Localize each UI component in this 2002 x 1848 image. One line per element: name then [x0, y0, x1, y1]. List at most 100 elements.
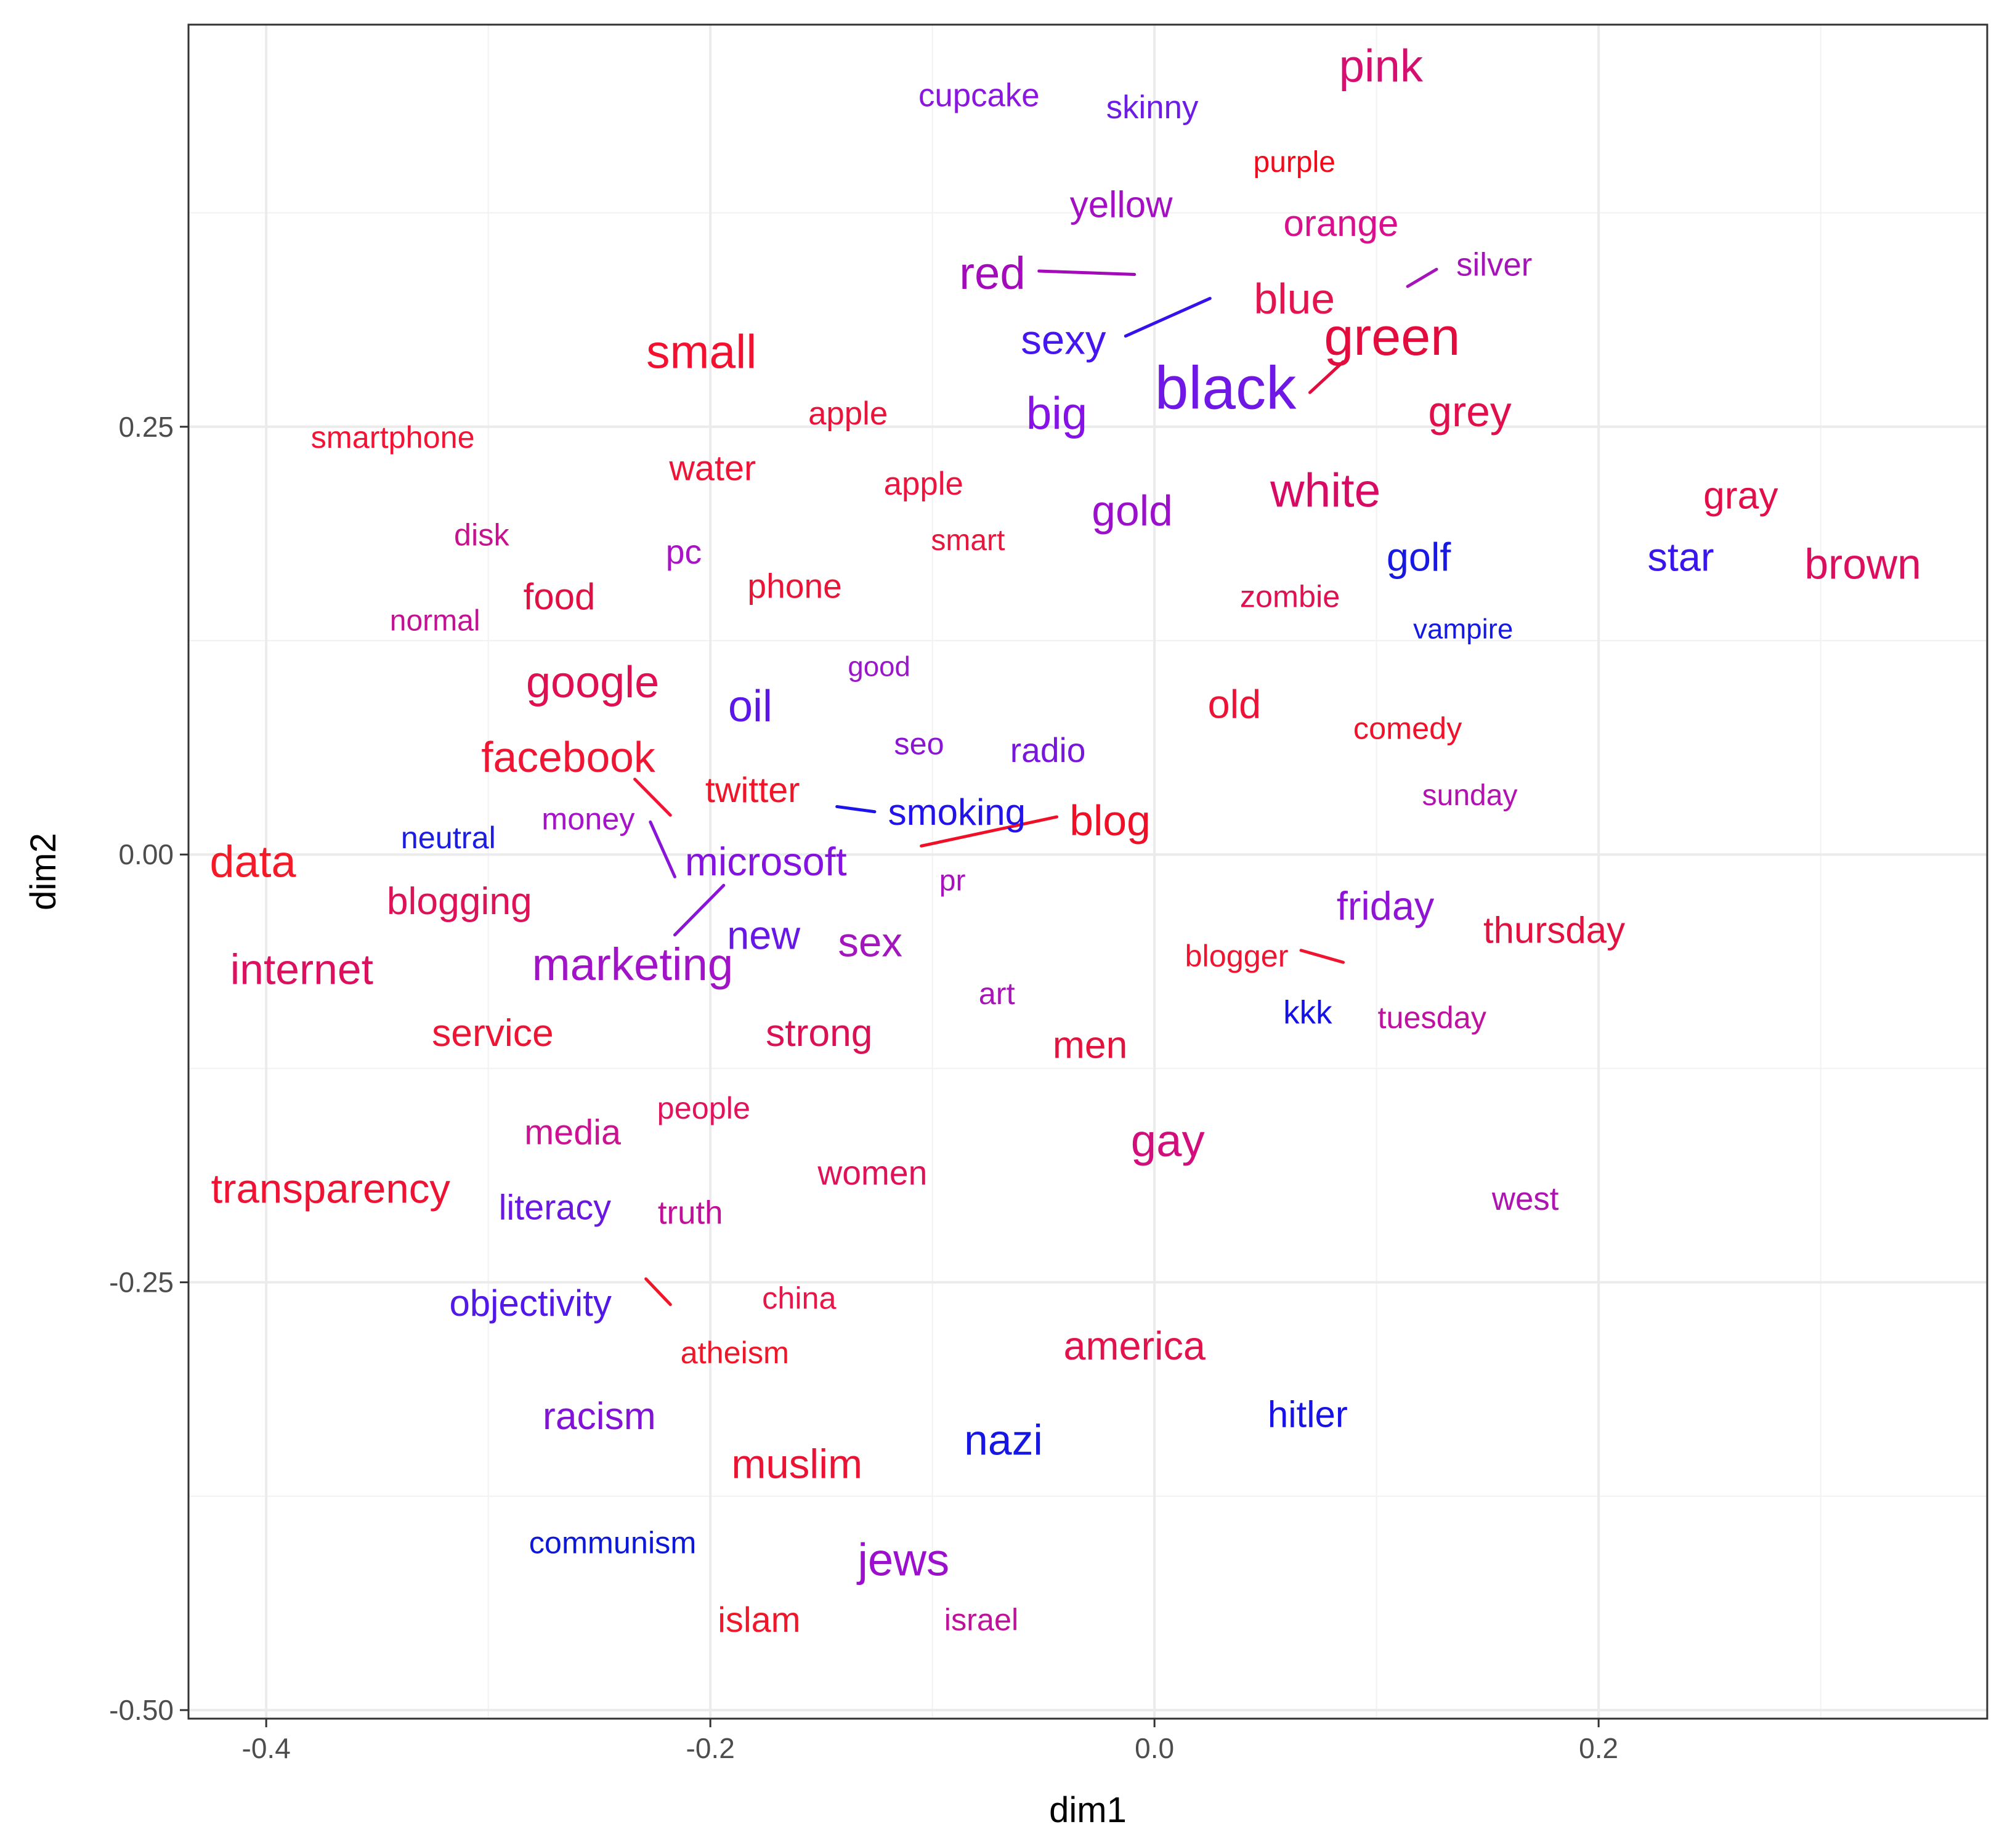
x-tick-label: 0.2	[1579, 1732, 1618, 1764]
word-label: orange	[1284, 203, 1399, 244]
word-label: food	[524, 576, 596, 617]
word-label: jews	[856, 1534, 949, 1586]
word-label: islam	[718, 1600, 800, 1640]
label-leader-lines	[633, 267, 1438, 1307]
word-label: blue	[1254, 275, 1335, 323]
word-label: gold	[1092, 487, 1173, 535]
word-label: west	[1491, 1181, 1559, 1217]
word-label: smoking	[888, 792, 1026, 833]
word-label: blogger	[1185, 938, 1288, 973]
word-label: apple	[808, 395, 888, 432]
word-label: normal	[390, 604, 480, 637]
word-label: literacy	[499, 1188, 612, 1228]
word-label: marketing	[532, 939, 734, 990]
word-labels: pink cupcake skinny purple yellow orange red si…	[209, 41, 1921, 1640]
grid-lines	[188, 25, 1987, 1719]
word-label: america	[1063, 1323, 1206, 1368]
word-label: sunday	[1422, 779, 1518, 812]
word-label: cupcake	[918, 77, 1040, 113]
word-label: media	[524, 1112, 622, 1152]
word-label: zombie	[1240, 578, 1340, 614]
x-tick-label: -0.2	[686, 1732, 735, 1764]
word-label: twitter	[705, 771, 800, 810]
word-label: radio	[1010, 731, 1086, 769]
word-label: old	[1208, 681, 1261, 726]
word-label: hitler	[1268, 1394, 1348, 1435]
x-tick-label: 0.0	[1135, 1732, 1174, 1764]
word-label: men	[1053, 1024, 1127, 1066]
word-label: sexy	[1021, 317, 1106, 363]
word-label: big	[1026, 388, 1087, 439]
word-label: white	[1270, 464, 1380, 517]
word-label: communism	[529, 1525, 697, 1560]
word-label: small	[646, 325, 756, 378]
word-label: green	[1324, 307, 1460, 367]
x-tick-label: -0.4	[242, 1732, 291, 1764]
label-leader-line	[835, 804, 877, 814]
word-label: pr	[939, 865, 966, 898]
word-label: seo	[894, 726, 944, 761]
word-label: vampire	[1413, 614, 1513, 645]
word-label: google	[526, 658, 659, 707]
word-label: pc	[666, 533, 702, 571]
label-leader-line	[1037, 269, 1137, 277]
word-label: gay	[1131, 1115, 1206, 1166]
word-label: black	[1155, 354, 1297, 421]
word-label: water	[668, 449, 756, 488]
word-label: pink	[1339, 41, 1424, 92]
word-label: smartphone	[311, 419, 475, 455]
word-label: star	[1648, 535, 1714, 580]
y-tick-label: -0.25	[109, 1266, 174, 1299]
word-label: microsoft	[685, 839, 847, 884]
word-label: disk	[454, 517, 509, 552]
word-label: sex	[838, 919, 902, 965]
word-label: skinny	[1106, 89, 1199, 126]
label-leader-line	[1124, 296, 1212, 338]
label-leader-line	[920, 815, 1059, 848]
word-label: new	[727, 912, 800, 957]
label-leader-line	[644, 1277, 672, 1307]
y-tick-label: 0.00	[118, 838, 174, 870]
word-label: objectivity	[449, 1283, 611, 1324]
y-tick-label: -0.50	[109, 1694, 174, 1726]
word-label: israel	[944, 1602, 1018, 1637]
word-label: thursday	[1483, 909, 1625, 950]
word-label: grey	[1428, 387, 1512, 436]
word-label: comedy	[1353, 710, 1462, 745]
x-axis: -0.4 -0.2 0.0 0.2	[242, 1719, 1618, 1764]
word-label: art	[979, 976, 1015, 1011]
word-label: good	[848, 651, 910, 683]
label-leader-line	[1299, 949, 1345, 964]
word-label: purple	[1254, 146, 1335, 179]
word-label: phone	[747, 567, 841, 605]
word-label: data	[209, 838, 296, 887]
x-axis-title: dim1	[1049, 1790, 1127, 1830]
y-axis-title: dim2	[23, 833, 63, 910]
word-label: tuesday	[1378, 1000, 1487, 1035]
word-label: silver	[1456, 246, 1532, 283]
word-label: kkk	[1283, 994, 1332, 1031]
word-label: smart	[931, 524, 1005, 557]
word-label: service	[432, 1012, 554, 1055]
label-leader-line	[1406, 267, 1438, 288]
word-label: strong	[766, 1012, 872, 1055]
y-axis: -0.50 -0.25 0.00 0.25	[109, 411, 188, 1726]
word-label: blog	[1069, 796, 1151, 845]
word-label: gray	[1703, 475, 1778, 517]
word-label: brown	[1804, 540, 1921, 588]
word-label: neutral	[401, 820, 496, 855]
word-label: oil	[728, 682, 772, 731]
word-label: truth	[658, 1194, 723, 1231]
word-label: muslim	[731, 1441, 862, 1488]
plot-panel-border	[187, 23, 1988, 1720]
plot-panel-background	[188, 25, 1987, 1719]
word-label: yellow	[1070, 184, 1173, 225]
word-label: atheism	[681, 1335, 789, 1370]
label-leader-line	[649, 820, 676, 878]
word-label: china	[762, 1280, 837, 1315]
label-leader-line	[673, 883, 726, 937]
word-label: women	[817, 1154, 927, 1192]
word-label: facebook	[481, 733, 655, 781]
label-leader-line	[1308, 360, 1345, 394]
